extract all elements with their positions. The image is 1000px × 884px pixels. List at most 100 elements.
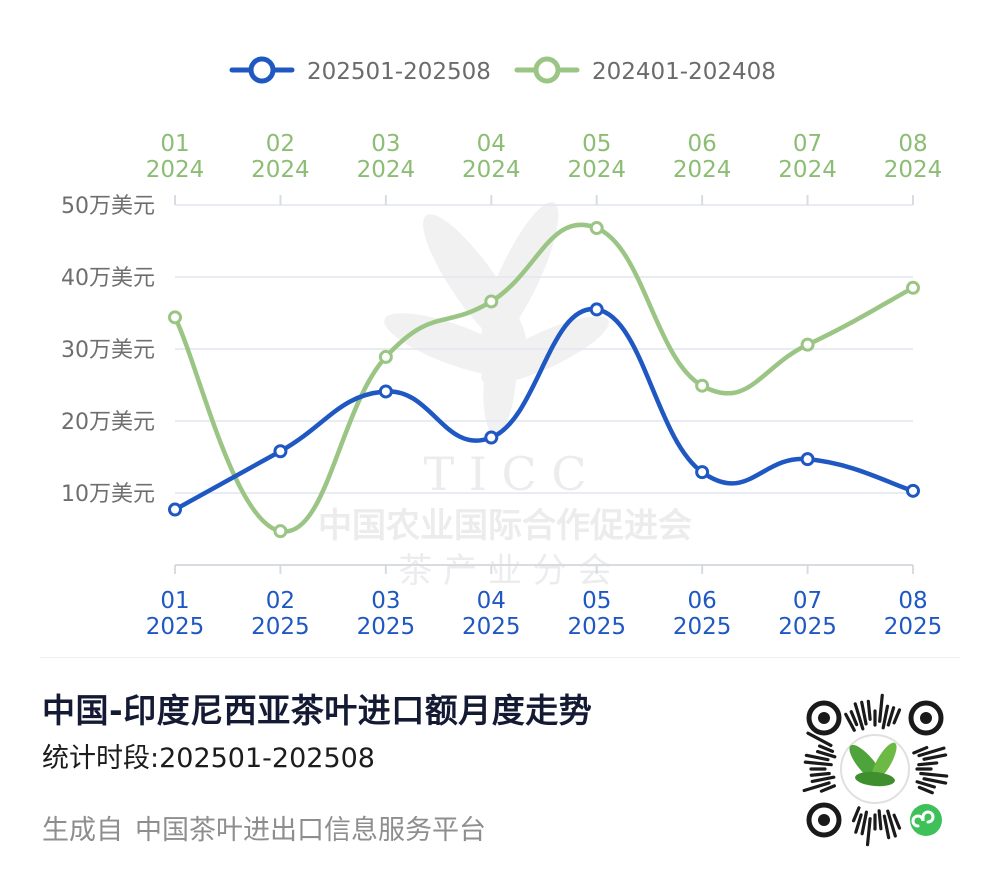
- qr-ray: [804, 753, 830, 762]
- qr-ray: [882, 814, 891, 840]
- legend-marker-2024-icon: [533, 56, 561, 84]
- qr-ray: [844, 712, 856, 732]
- qr-center-tea-leaf-icon: [840, 734, 910, 804]
- data-point[interactable]: [273, 524, 288, 539]
- data-point[interactable]: [589, 302, 604, 317]
- watermark-org: 中国农业国际合作促进会: [318, 506, 692, 546]
- y-axis: 10万美元 20万美元 30万美元 40万美元 50万美元: [61, 194, 155, 507]
- x-top-tick-month: 01: [160, 131, 189, 157]
- watermark-branch: 茶 产 业 分 会: [398, 551, 611, 591]
- footer-divider: [40, 657, 960, 658]
- x-top-tick-month: 07: [793, 131, 822, 157]
- x-top-tick-year: 2024: [673, 157, 732, 183]
- x-bottom-tick-month: 07: [793, 588, 822, 614]
- qr-ray: [849, 710, 859, 727]
- qr-finder-bottom-left-icon: [806, 802, 842, 838]
- x-top-tick-month: 04: [477, 131, 506, 157]
- x-bottom-tick-month: 01: [160, 588, 189, 614]
- x-bottom-tick-month: 08: [898, 588, 927, 614]
- series-layer: [168, 221, 920, 539]
- data-point[interactable]: [695, 378, 710, 393]
- x-top-tick-year: 2024: [567, 157, 626, 183]
- qr-ray: [817, 744, 835, 753]
- qr-ray: [917, 746, 946, 758]
- x-bottom-tick-month: 05: [582, 588, 611, 614]
- qr-finder-top-left-icon: [806, 700, 842, 736]
- series-line: [173, 307, 914, 512]
- y-tick-label: 30万美元: [61, 338, 155, 363]
- x-bottom-tick-year: 2025: [462, 614, 521, 640]
- qr-ray: [919, 771, 949, 778]
- qr-ray: [810, 775, 836, 784]
- x-top-tick-month: 02: [266, 131, 295, 157]
- qr-ray: [915, 780, 936, 789]
- y-tick-label: 50万美元: [61, 194, 155, 219]
- legend-marker-2025-icon: [248, 56, 276, 84]
- qr-rays: [802, 693, 949, 847]
- legend-item-2025[interactable]: 202501-202508: [229, 56, 491, 85]
- qr-ray: [881, 704, 890, 730]
- legend-label-2024: 202401-202408: [592, 59, 776, 85]
- data-point[interactable]: [589, 221, 604, 236]
- x-bottom-tick-month: 06: [688, 588, 717, 614]
- generated-by-prefix: 生成自: [42, 815, 123, 846]
- chart-title: 中国-印度尼西亚茶叶进口额月度走势: [42, 691, 593, 730]
- x-top-tick-year: 2024: [251, 157, 310, 183]
- data-point[interactable]: [168, 502, 182, 517]
- x-bottom-tick-year: 2025: [778, 614, 837, 640]
- data-point[interactable]: [695, 465, 710, 480]
- x-top-tick-month: 06: [688, 131, 717, 157]
- qr-ray: [922, 777, 948, 785]
- x-bottom-tick-year: 2025: [146, 614, 205, 640]
- data-point[interactable]: [378, 384, 393, 399]
- x-top-tick-year: 2024: [778, 157, 837, 183]
- qr-ray: [803, 760, 833, 767]
- qr-ray: [806, 731, 833, 748]
- data-point[interactable]: [273, 444, 288, 459]
- x-bottom-tick-year: 2025: [673, 614, 732, 640]
- qr-ray: [892, 708, 902, 725]
- qr-ray: [878, 693, 884, 723]
- x-top-tick-year: 2024: [146, 157, 205, 183]
- mini-program-qr-code-icon[interactable]: [786, 680, 964, 858]
- qr-ray: [886, 706, 896, 727]
- y-tick-label: 10万美元: [61, 482, 155, 507]
- qr-ray: [860, 810, 869, 836]
- data-point[interactable]: [484, 294, 499, 309]
- qr-ray: [917, 785, 934, 795]
- x-axis-top: 0120240220240320240420240520240620240720…: [146, 131, 942, 205]
- x-top-tick-month: 03: [371, 131, 400, 157]
- data-point[interactable]: [484, 430, 499, 445]
- x-bottom-tick-year: 2025: [357, 614, 416, 640]
- x-top-tick-month: 08: [898, 131, 927, 157]
- qr-ray: [851, 806, 861, 823]
- data-point[interactable]: [168, 310, 182, 325]
- generated-by: 生成自 中国茶叶进出口信息服务平台: [42, 808, 486, 847]
- x-bottom-tick-month: 02: [266, 588, 295, 614]
- data-point[interactable]: [906, 483, 920, 498]
- qr-ray: [917, 761, 939, 767]
- qr-finder-top-right-icon: [908, 700, 944, 736]
- x-bottom-tick-month: 03: [371, 588, 400, 614]
- y-tick-label: 20万美元: [61, 410, 155, 435]
- qr-ray: [819, 784, 836, 793]
- data-point[interactable]: [906, 280, 920, 295]
- x-axis-bottom: 0120250220250320250420250520250620250720…: [146, 564, 943, 640]
- x-bottom-tick-year: 2025: [884, 614, 943, 640]
- qr-ray: [912, 745, 929, 755]
- legend: 202501-202508 202401-202408: [229, 56, 776, 85]
- qr-ray: [866, 699, 872, 721]
- y-tick-label: 40万美元: [61, 266, 155, 291]
- x-bottom-tick-year: 2025: [251, 614, 310, 640]
- x-top-tick-month: 05: [582, 131, 611, 157]
- x-bottom-tick-year: 2025: [567, 614, 626, 640]
- x-top-tick-year: 2024: [357, 157, 416, 183]
- legend-label-2025: 202501-202508: [307, 59, 491, 85]
- qr-ray: [886, 809, 897, 838]
- data-point[interactable]: [800, 337, 815, 352]
- data-point[interactable]: [378, 349, 393, 364]
- qr-ray: [809, 771, 831, 777]
- data-point[interactable]: [800, 452, 815, 467]
- wechat-mini-program-badge-icon: [910, 804, 942, 836]
- legend-item-2024[interactable]: 202401-202408: [514, 56, 776, 85]
